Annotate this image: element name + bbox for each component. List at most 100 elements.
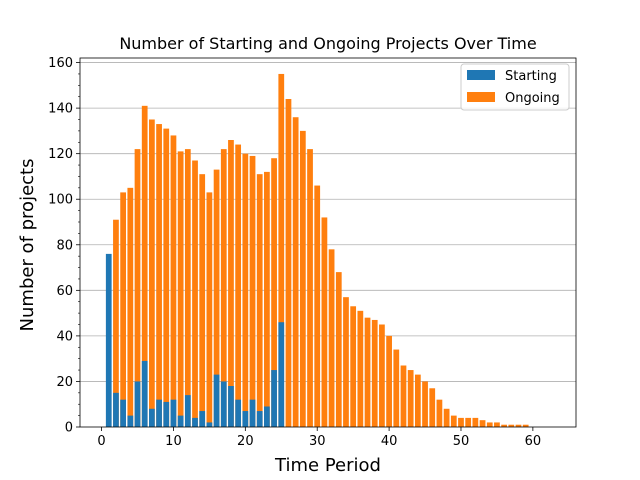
ongoing-bar	[192, 160, 198, 427]
starting-bar	[163, 401, 170, 427]
ongoing-bar	[228, 140, 234, 427]
ongoing-bar	[163, 128, 170, 427]
y-tick-label: 120	[48, 147, 73, 162]
x-axis-label: Time Period	[274, 455, 381, 476]
legend: Starting Ongoing	[460, 63, 570, 111]
starting-bar	[220, 381, 227, 427]
ongoing-bar	[472, 417, 479, 427]
x-tick-label: 60	[525, 434, 542, 449]
ongoing-bar	[113, 219, 119, 427]
ongoing-bar	[407, 370, 414, 427]
ongoing-bar	[307, 149, 313, 427]
ongoing-bar	[292, 117, 299, 427]
ongoing-bar	[177, 151, 184, 427]
starting-bar	[271, 370, 277, 427]
legend-swatch-ongoing	[467, 92, 495, 102]
ongoing-bar	[335, 272, 342, 427]
x-tick-label: 20	[237, 434, 254, 449]
ongoing-bar	[242, 153, 249, 427]
ongoing-bar	[321, 217, 328, 427]
ongoing-bar	[278, 73, 285, 427]
ongoing-bar	[141, 105, 148, 427]
ongoing-bar	[458, 417, 464, 427]
ongoing-bar	[386, 335, 392, 427]
x-tick-label: 10	[165, 434, 182, 449]
ongoing-bar	[213, 169, 220, 427]
ongoing-bar	[436, 399, 443, 427]
ongoing-bar	[522, 424, 529, 427]
y-tick-label: 40	[56, 329, 73, 344]
ongoing-bar	[285, 99, 292, 427]
ongoing-bar	[256, 174, 263, 427]
ongoing-bar	[235, 144, 242, 428]
y-axis-label: Number of projects	[17, 159, 38, 332]
ongoing-bar	[264, 171, 270, 427]
ongoing-bar	[249, 155, 256, 427]
ongoing-bar	[508, 424, 515, 427]
ongoing-bar	[501, 424, 507, 427]
ongoing-bar	[206, 192, 213, 427]
starting-bar	[120, 399, 127, 427]
y-tick-label: 140	[48, 102, 73, 117]
starting-bar	[192, 417, 198, 427]
ongoing-bar	[465, 417, 472, 427]
starting-bar	[141, 360, 148, 427]
starting-bar	[149, 408, 155, 427]
ongoing-bar	[149, 119, 155, 427]
ongoing-bar	[120, 192, 127, 427]
starting-bar	[184, 395, 191, 427]
ongoing-bar	[371, 319, 378, 427]
y-tick-label: 100	[48, 193, 73, 208]
ongoing-bar	[220, 149, 227, 427]
starting-bar	[249, 399, 256, 427]
ongoing-bar	[364, 317, 371, 427]
ongoing-bar	[350, 306, 357, 427]
ongoing-bar	[134, 149, 141, 427]
starting-bar	[278, 322, 285, 427]
ongoing-bar	[271, 158, 277, 427]
ongoing-bar	[443, 408, 450, 427]
starting-bar	[105, 253, 112, 427]
starting-bar	[170, 399, 177, 427]
legend-label-ongoing: Ongoing	[505, 91, 560, 106]
y-tick-label: 80	[56, 238, 73, 253]
starting-bar	[213, 374, 220, 427]
ongoing-bar	[314, 185, 321, 427]
ongoing-bar	[414, 374, 421, 427]
ongoing-bar	[170, 135, 177, 427]
x-tick-label: 50	[453, 434, 470, 449]
starting-bar	[235, 399, 242, 427]
ongoing-bar	[393, 349, 400, 427]
legend-label-starting: Starting	[505, 69, 557, 84]
y-tick-label: 60	[56, 284, 73, 299]
ongoing-bar	[422, 381, 428, 427]
y-tick-label: 160	[48, 56, 73, 71]
x-tick-label: 40	[381, 434, 398, 449]
x-tick-label: 0	[97, 434, 105, 449]
starting-bar	[113, 392, 119, 427]
ongoing-bar	[184, 149, 191, 427]
starting-bar	[199, 411, 206, 427]
starting-bar	[156, 399, 162, 427]
ongoing-bar	[343, 297, 349, 427]
starting-bar	[206, 422, 213, 427]
ongoing-bar	[494, 422, 500, 427]
ongoing-bar	[379, 324, 385, 427]
ongoing-bar	[156, 124, 162, 428]
ongoing-bar	[479, 420, 486, 427]
ongoing-bar	[199, 174, 206, 427]
ongoing-bar	[515, 424, 522, 427]
starting-bar	[228, 386, 234, 427]
ongoing-bar	[450, 415, 457, 427]
ongoing-bar	[357, 310, 364, 427]
y-tick-label: 20	[56, 375, 73, 390]
starting-bar	[256, 411, 263, 427]
starting-bar	[177, 415, 184, 427]
ongoing-bar	[486, 422, 493, 427]
starting-bar	[264, 406, 270, 427]
starting-bar	[134, 381, 141, 427]
y-tick-label: 0	[65, 421, 73, 436]
x-tick-label: 30	[309, 434, 326, 449]
plot-frame	[79, 57, 577, 428]
